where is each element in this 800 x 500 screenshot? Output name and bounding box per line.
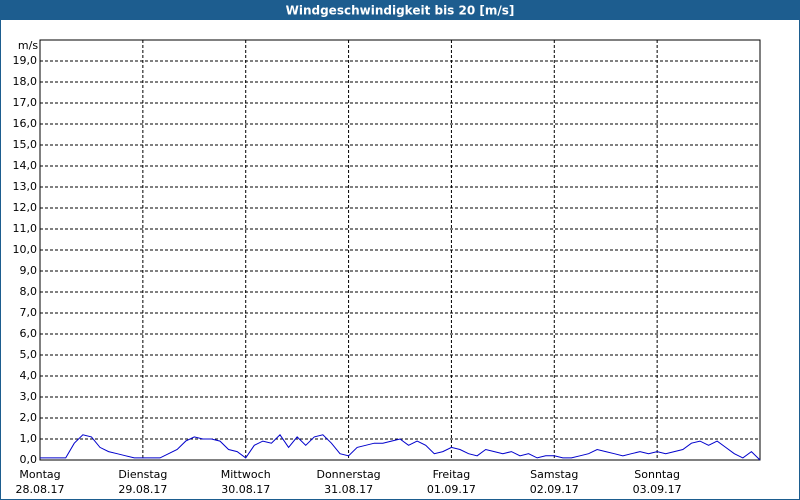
x-tick-date: 02.09.17 [530, 483, 579, 496]
chart-title: Windgeschwindigkeit bis 20 [m/s] [286, 4, 515, 18]
y-tick-label: 19,0 [13, 54, 38, 67]
x-tick-date: 01.09.17 [427, 483, 476, 496]
x-tick-date: 30.08.17 [221, 483, 270, 496]
y-tick-label: 3,0 [20, 390, 38, 403]
y-tick-label: 2,0 [20, 411, 38, 424]
y-tick-label: 1,0 [20, 432, 38, 445]
y-tick-label: 11,0 [13, 222, 38, 235]
title-bar [0, 0, 800, 20]
y-tick-label: 10,0 [13, 243, 38, 256]
x-tick-date: 28.08.17 [16, 483, 65, 496]
y-tick-label: 14,0 [13, 159, 38, 172]
x-tick-label: Sonntag [634, 468, 680, 481]
y-tick-label: 17,0 [13, 96, 38, 109]
y-tick-label: 16,0 [13, 117, 38, 130]
x-tick-date: 03.09.17 [633, 483, 682, 496]
y-axis-label: m/s [18, 39, 38, 52]
y-tick-label: 5,0 [20, 348, 38, 361]
x-tick-date: 31.08.17 [324, 483, 373, 496]
y-tick-label: 12,0 [13, 201, 38, 214]
x-tick-label: Montag [19, 468, 60, 481]
x-tick-label: Freitag [433, 468, 471, 481]
y-tick-label: 6,0 [20, 327, 38, 340]
y-tick-label: 7,0 [20, 306, 38, 319]
y-tick-label: 8,0 [20, 285, 38, 298]
x-tick-label: Mittwoch [221, 468, 271, 481]
y-tick-label: 0,0 [20, 453, 38, 466]
data-line [40, 434, 761, 461]
y-tick-label: 18,0 [13, 75, 38, 88]
x-tick-date: 29.08.17 [118, 483, 167, 496]
y-tick-label: 4,0 [20, 369, 38, 382]
y-tick-label: 13,0 [13, 180, 38, 193]
x-tick-label: Donnerstag [316, 468, 380, 481]
x-tick-label: Dienstag [118, 468, 167, 481]
x-tick-label: Samstag [530, 468, 578, 481]
y-tick-label: 9,0 [20, 264, 38, 277]
y-tick-label: 15,0 [13, 138, 38, 151]
